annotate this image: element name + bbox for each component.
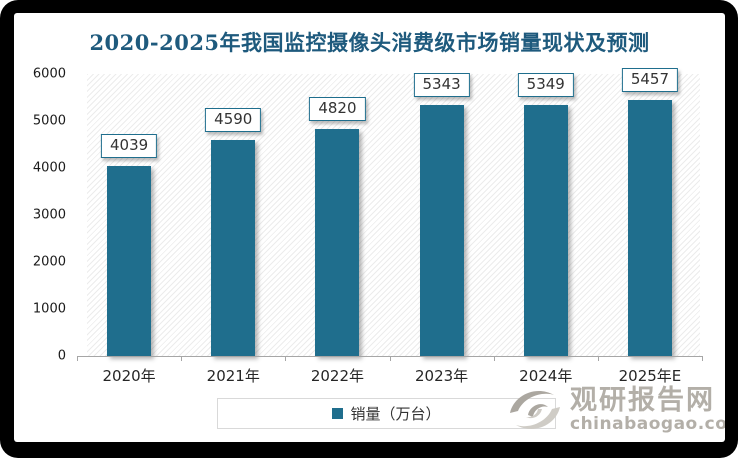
x-axis-tick bbox=[702, 356, 703, 361]
legend: 销量（万台） bbox=[217, 398, 556, 429]
y-tick-label: 1000 bbox=[32, 301, 66, 317]
x-axis-label: 2020年 bbox=[102, 367, 156, 385]
bars-layer: 4039 4590 4820 5343 5349 5457 bbox=[77, 67, 702, 356]
bar bbox=[211, 140, 256, 356]
legend-marker-icon bbox=[332, 408, 344, 419]
bar-value-label: 5343 bbox=[413, 72, 470, 97]
chart-title: 2020-2025年我国监控摄像头消费级市场销量现状及预测 bbox=[89, 30, 650, 55]
bar bbox=[315, 129, 360, 356]
y-tick-label: 5000 bbox=[32, 113, 66, 129]
bar-slot: 4590 bbox=[181, 74, 285, 356]
y-tick-label: 4000 bbox=[32, 160, 66, 176]
x-axis-label: 2025年E bbox=[618, 367, 682, 385]
bar-slot: 5343 bbox=[390, 72, 494, 356]
x-axis-label: 2023年 bbox=[415, 367, 469, 385]
x-ticks bbox=[77, 356, 703, 361]
watermark-texts: 观研报告网 chinabaogao.com bbox=[570, 385, 725, 434]
bar-value-label: 5349 bbox=[517, 72, 574, 97]
bar-slot: 5349 bbox=[494, 72, 598, 356]
y-tick-label: 2000 bbox=[32, 254, 66, 270]
y-tick-label: 0 bbox=[57, 348, 66, 364]
x-axis-label: 2024年 bbox=[519, 367, 573, 385]
chart-canvas: 2020-2025年我国监控摄像头消费级市场销量现状及预测 0 1000 2000 3… bbox=[14, 13, 725, 442]
bar-slot: 4039 bbox=[77, 74, 181, 356]
bar-value-label: 4039 bbox=[100, 134, 158, 159]
y-axis: 0 1000 2000 3000 4000 5000 6000 bbox=[14, 67, 66, 364]
x-axis-tick bbox=[389, 356, 391, 361]
x-axis-label: 2022年 bbox=[310, 367, 365, 385]
x-axis-labels: 2020年 2021年 2022年 2023年 2024年 2025年E bbox=[77, 365, 702, 386]
bar bbox=[627, 99, 672, 356]
bar bbox=[107, 166, 152, 356]
bar bbox=[419, 104, 464, 356]
x-axis-tick bbox=[597, 356, 599, 361]
watermark-site-domain: chinabaogao.com bbox=[570, 414, 725, 434]
x-axis-tick bbox=[493, 356, 495, 361]
watermark-site-name: 观研报告网 bbox=[570, 385, 715, 416]
y-tick-label: 6000 bbox=[32, 66, 66, 82]
y-tick-label: 3000 bbox=[32, 207, 66, 223]
x-axis-tick bbox=[285, 356, 287, 361]
bar-value-label: 5457 bbox=[621, 67, 679, 92]
x-axis-tick bbox=[77, 356, 78, 361]
bar-value-label: 4590 bbox=[205, 108, 262, 133]
plot-area bbox=[87, 74, 700, 356]
x-axis-tick bbox=[181, 356, 183, 361]
bar-slot: 4820 bbox=[285, 74, 389, 356]
x-axis-label: 2021年 bbox=[206, 367, 260, 385]
bar-slot: 5457 bbox=[598, 67, 702, 356]
bar bbox=[523, 104, 568, 356]
legend-label: 销量（万台） bbox=[350, 405, 441, 423]
bar-value-label: 4820 bbox=[309, 97, 366, 122]
